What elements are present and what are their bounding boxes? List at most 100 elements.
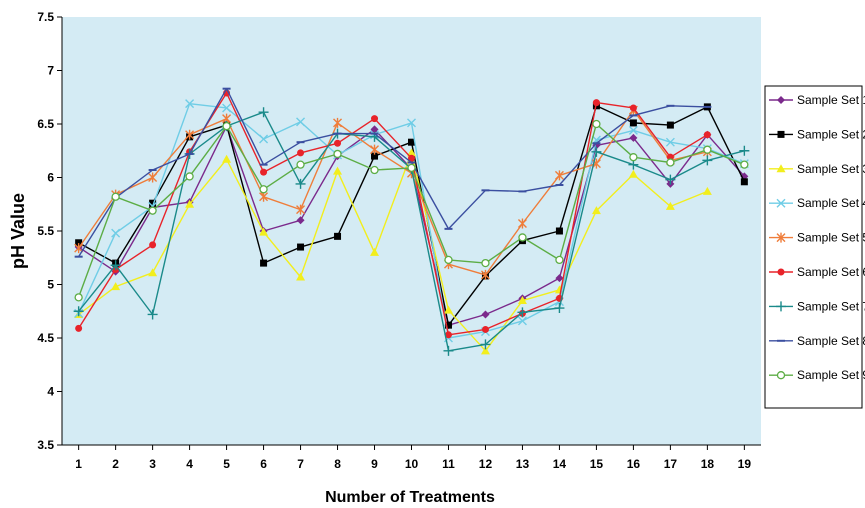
legend-label: Sample Set 7 bbox=[797, 299, 865, 313]
data-point bbox=[259, 227, 269, 236]
data-point bbox=[149, 241, 157, 249]
data-point bbox=[258, 107, 269, 118]
data-point bbox=[74, 293, 83, 302]
series-8 bbox=[74, 87, 712, 258]
data-point bbox=[295, 178, 306, 189]
data-point bbox=[259, 191, 269, 202]
data-point bbox=[702, 155, 713, 166]
data-point bbox=[297, 243, 305, 251]
data-point bbox=[629, 153, 638, 162]
data-point bbox=[776, 301, 786, 312]
data-point bbox=[222, 103, 232, 113]
data-point bbox=[371, 152, 379, 160]
data-point bbox=[75, 324, 83, 332]
data-point bbox=[591, 206, 601, 215]
x-tick-label: 17 bbox=[664, 457, 678, 471]
data-point bbox=[408, 154, 415, 162]
data-point bbox=[110, 260, 121, 271]
data-point bbox=[591, 146, 602, 157]
x-tick-label: 1 bbox=[75, 457, 82, 471]
y-tick-label: 4 bbox=[47, 385, 54, 399]
data-point bbox=[260, 168, 268, 176]
data-point bbox=[370, 247, 380, 256]
data-point bbox=[481, 310, 490, 319]
series-line bbox=[78, 152, 708, 352]
data-point bbox=[777, 96, 785, 104]
y-tick-label: 6.5 bbox=[37, 117, 54, 131]
data-point bbox=[296, 117, 306, 127]
data-point bbox=[408, 138, 415, 146]
data-point bbox=[407, 148, 416, 157]
data-point bbox=[444, 331, 452, 339]
legend-label: Sample Set 6 bbox=[797, 265, 865, 279]
data-point bbox=[147, 309, 158, 320]
x-tick-label: 7 bbox=[297, 457, 304, 471]
data-point bbox=[148, 268, 158, 277]
data-point bbox=[776, 371, 786, 380]
data-point bbox=[148, 206, 157, 215]
legend-label: Sample Set 5 bbox=[797, 231, 865, 245]
data-point bbox=[296, 216, 305, 225]
data-point bbox=[555, 227, 563, 235]
data-point bbox=[665, 201, 675, 210]
data-point bbox=[259, 134, 269, 144]
legend-item: Sample Set 9 bbox=[769, 368, 865, 382]
x-tick-label: 19 bbox=[738, 457, 752, 471]
data-point bbox=[111, 282, 121, 291]
x-axis-title: Number of Treatments bbox=[325, 489, 495, 506]
data-point bbox=[518, 233, 527, 242]
legend-item: Sample Set 8 bbox=[769, 334, 865, 348]
data-point bbox=[297, 149, 305, 157]
x-tick-label: 16 bbox=[627, 457, 641, 471]
y-tick-label: 3.5 bbox=[37, 438, 54, 452]
data-point bbox=[776, 232, 786, 243]
data-point bbox=[703, 131, 711, 139]
x-tick-label: 11 bbox=[442, 457, 455, 471]
series-6 bbox=[75, 89, 711, 339]
x-tick-label: 6 bbox=[260, 457, 267, 471]
data-point bbox=[333, 149, 342, 159]
data-point bbox=[443, 305, 453, 314]
x-tick-label: 8 bbox=[334, 457, 341, 471]
data-point bbox=[443, 345, 454, 356]
data-point bbox=[740, 178, 748, 186]
data-point bbox=[185, 199, 195, 208]
x-tick-label: 10 bbox=[405, 457, 419, 471]
data-point bbox=[665, 137, 675, 147]
data-point bbox=[703, 145, 712, 154]
data-point bbox=[629, 104, 637, 112]
data-point bbox=[75, 239, 83, 247]
data-point bbox=[296, 272, 306, 281]
data-point bbox=[149, 199, 157, 207]
data-point bbox=[554, 303, 565, 314]
data-point bbox=[517, 316, 527, 326]
data-point bbox=[517, 296, 527, 305]
data-point bbox=[776, 198, 786, 208]
data-point bbox=[666, 121, 674, 129]
data-point bbox=[480, 269, 490, 280]
x-tick-label: 9 bbox=[371, 457, 378, 471]
data-point bbox=[296, 204, 306, 215]
data-point bbox=[259, 185, 268, 194]
x-tick-label: 3 bbox=[149, 457, 156, 471]
data-point bbox=[111, 192, 120, 201]
data-point bbox=[222, 121, 231, 131]
data-point bbox=[370, 165, 379, 175]
series-9 bbox=[74, 119, 749, 302]
x-tick-label: 2 bbox=[112, 457, 119, 471]
plot-area bbox=[62, 17, 761, 445]
data-point bbox=[407, 163, 416, 173]
data-point bbox=[334, 232, 342, 240]
data-point bbox=[666, 158, 675, 167]
series-layer bbox=[73, 87, 750, 356]
x-tick-label: 12 bbox=[479, 457, 493, 471]
legend-label: Sample Set 8 bbox=[797, 334, 865, 348]
data-point bbox=[628, 169, 638, 178]
y-tick-label: 4.5 bbox=[37, 331, 54, 345]
data-point bbox=[370, 125, 379, 134]
x-tick-label: 13 bbox=[516, 457, 530, 471]
data-point bbox=[334, 139, 342, 147]
data-point bbox=[148, 172, 158, 183]
data-point bbox=[555, 255, 564, 265]
